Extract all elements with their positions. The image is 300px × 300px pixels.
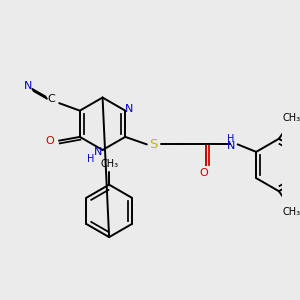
Text: O: O	[46, 136, 54, 146]
Text: CH₃: CH₃	[283, 113, 300, 123]
Text: N: N	[125, 104, 133, 114]
Text: N: N	[94, 147, 102, 157]
Text: C: C	[48, 94, 56, 104]
Text: N: N	[227, 141, 235, 151]
Text: CH₃: CH₃	[100, 159, 118, 169]
Text: O: O	[200, 168, 208, 178]
Text: S: S	[149, 138, 158, 151]
Text: H: H	[87, 154, 94, 164]
Text: N: N	[24, 81, 32, 91]
Text: H: H	[227, 134, 235, 144]
Text: CH₃: CH₃	[283, 207, 300, 217]
